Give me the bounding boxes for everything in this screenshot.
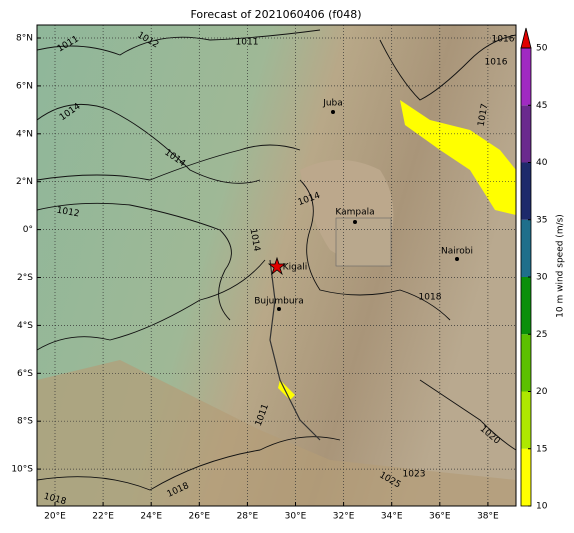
colorbar-tick-label: 40 [536, 158, 548, 168]
isobar-label: 1012 [56, 206, 80, 220]
cities: Juba Kampala Kigali Bujumbura Nairobi [254, 99, 473, 311]
y-tick-label: 8°N [16, 34, 33, 44]
x-tick-label: 38°E [477, 512, 499, 522]
isobar [37, 202, 232, 321]
x-tick-label: 34°E [381, 512, 403, 522]
colorbar-label: 10 m wind speed (m/s) [556, 214, 566, 318]
y-tick-label: 4°S [17, 321, 33, 331]
city-label: Juba [322, 99, 343, 109]
y-tick-label: 6°S [17, 369, 33, 379]
city-marker [353, 220, 357, 224]
isobar [379, 34, 516, 101]
colorbar-band [521, 162, 531, 220]
graticule [37, 25, 516, 506]
wind-area [400, 100, 516, 215]
isobar-label: 1017 [477, 103, 491, 127]
kigali-star [267, 256, 287, 276]
colorbar: 10 15 20 25 30 35 40 45 50 10 m wind speed (m/s) [520, 27, 566, 512]
city-marker [331, 110, 335, 114]
city-marker [277, 307, 281, 311]
isobar-label: 1014 [248, 228, 262, 253]
x-tick-label: 20°E [44, 512, 66, 522]
map-title: Forecast of 2021060406 (f048) [190, 8, 361, 21]
y-tick-label: 2°N [16, 177, 33, 187]
isobar-label: 1011 [236, 38, 259, 48]
x-tick-label: 32°E [333, 512, 355, 522]
isobar-label: 1016 [492, 35, 515, 45]
city-label: Kigali [283, 263, 308, 273]
colorbar-tick-label: 30 [536, 273, 548, 283]
x-tick-label: 36°E [429, 512, 451, 522]
colorbar-band [521, 219, 531, 277]
colorbar-tick-label: 25 [536, 330, 547, 340]
isobar-label: 1018 [419, 293, 442, 303]
lake-victoria [335, 217, 392, 267]
isobar [419, 379, 516, 451]
x-tick-label: 28°E [237, 512, 259, 522]
x-tick-label: 30°E [285, 512, 307, 522]
city-label: Kampala [335, 208, 374, 218]
isobar [299, 179, 451, 321]
colorbar-tick-label: 10 [536, 502, 548, 512]
colorbar-tick-label: 50 [536, 44, 548, 54]
axes: 20°E 22°E 24°E 26°E 28°E 30°E 32°E 34°E 36°E 38°E… [11, 34, 499, 522]
isobar-label: 1023 [403, 470, 426, 480]
isobar [37, 29, 321, 56]
city-label: Nairobi [441, 247, 473, 257]
x-tick-label: 22°E [92, 512, 114, 522]
y-tick-label: 4°N [16, 129, 33, 139]
x-tick-label: 26°E [188, 512, 210, 522]
colorbar-band [521, 334, 531, 392]
map-frame [36, 24, 517, 507]
colorbar-band [521, 105, 531, 163]
colorbar-band [521, 448, 531, 506]
colorbar-tick-label: 45 [536, 101, 547, 111]
y-tick-label: 0° [23, 225, 33, 235]
y-tick-label: 6°N [16, 81, 33, 91]
x-tick-label: 24°E [140, 512, 162, 522]
y-tick-label: 10°S [11, 465, 33, 475]
colorbar-tick-label: 15 [536, 444, 547, 454]
map-area: Juba Kampala Kigali Bujumbura Nairobi 1011 10… [37, 25, 516, 508]
isobar-label: 1018 [43, 492, 68, 508]
terrain-south [37, 360, 516, 506]
colorbar-band [521, 277, 531, 335]
city-label: Bujumbura [254, 297, 303, 307]
colorbar-tick-label: 20 [536, 387, 548, 397]
colorbar-band [521, 48, 531, 106]
isobar [37, 144, 301, 181]
y-tick-label: 2°S [17, 273, 33, 283]
rift-boundary [269, 259, 321, 441]
colorbar-extend [520, 27, 532, 49]
isobar [37, 103, 261, 184]
colorbar-tick-label: 35 [536, 215, 547, 225]
isobar [37, 436, 341, 491]
colorbar-band [521, 391, 531, 449]
isobar-label: 1016 [485, 58, 508, 68]
y-tick-label: 8°S [17, 417, 33, 427]
city-marker [455, 257, 459, 261]
isobar [37, 259, 266, 351]
